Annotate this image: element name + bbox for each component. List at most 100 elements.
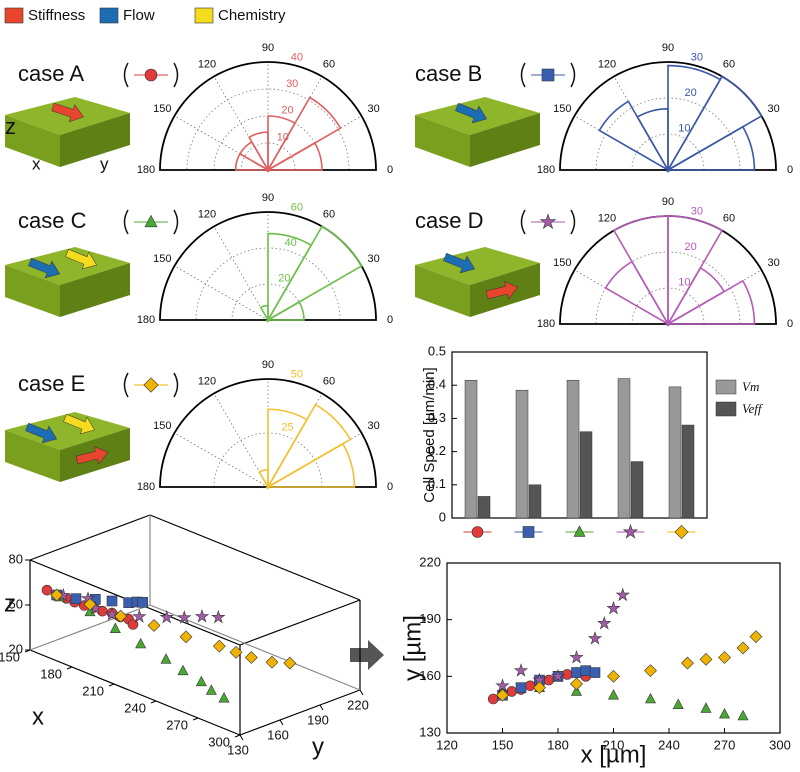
- legend-marker: [144, 68, 158, 82]
- paren: [123, 372, 129, 398]
- case-title: case A: [18, 61, 84, 86]
- x-tick-label: 270: [166, 717, 188, 732]
- r-tick-label: 30: [691, 206, 703, 218]
- marker: [229, 645, 243, 659]
- marker: [147, 619, 161, 632]
- bar: [617, 378, 631, 519]
- theta-tick-label: 150: [553, 103, 571, 115]
- bar: [464, 379, 478, 519]
- bar: [681, 424, 695, 519]
- theta-tick-label: 150: [153, 253, 171, 265]
- theta-tick-label: 0: [387, 314, 393, 326]
- case-title: case B: [415, 61, 482, 86]
- marker: [159, 609, 174, 624]
- r-tick-label: 10: [678, 122, 690, 134]
- wedge: [234, 152, 271, 171]
- legend-swatch: [4, 7, 24, 24]
- x-axis-label: x [µm]: [581, 741, 647, 768]
- x-tick-label: 210: [603, 737, 625, 752]
- y-tick-label: 0.3: [428, 410, 446, 425]
- marker: [550, 668, 566, 683]
- theta-tick-label: 90: [262, 42, 274, 54]
- x-tick: [234, 734, 241, 738]
- r-tick-label: 40: [291, 52, 303, 64]
- marker: [137, 597, 148, 608]
- marker: [211, 609, 226, 624]
- cube-d: [415, 247, 540, 317]
- theta-tick-label: 30: [368, 420, 380, 432]
- y-tick-label: 220: [347, 697, 369, 712]
- theta-tick-label: 90: [262, 192, 274, 204]
- y-tick-label: 160: [267, 727, 289, 742]
- wedge: [248, 131, 269, 173]
- marker: [597, 615, 612, 630]
- marker: [513, 663, 529, 677]
- marker: [160, 653, 172, 664]
- marker: [672, 698, 684, 709]
- theta-grid: [213, 226, 269, 321]
- legend-label: Chemistry: [218, 7, 286, 24]
- theta-tick-label: 150: [553, 257, 571, 269]
- marker: [580, 665, 592, 676]
- r-tick-label: 30: [286, 78, 298, 90]
- wedge: [665, 75, 763, 173]
- category-marker: [622, 523, 639, 539]
- marker: [606, 600, 621, 615]
- y-tick-label: 190: [419, 611, 441, 626]
- x-tick: [108, 683, 115, 687]
- cube-axis-label: z: [5, 114, 16, 139]
- wedge: [265, 225, 363, 323]
- marker: [533, 681, 546, 695]
- marker: [719, 707, 730, 719]
- box-edge: [239, 689, 361, 736]
- bar: [630, 461, 644, 519]
- cube-axis-label: y: [100, 154, 109, 173]
- r-tick-label: 20: [281, 105, 293, 117]
- x-tick-label: 300: [769, 737, 791, 752]
- category-marker: [522, 526, 535, 538]
- r-tick-label: 25: [281, 422, 293, 434]
- box-edge: [29, 604, 151, 651]
- marker: [132, 609, 147, 623]
- marker: [114, 609, 128, 623]
- marker: [283, 656, 297, 670]
- paren: [173, 209, 179, 235]
- marker: [570, 677, 583, 691]
- legend-label: Vm: [742, 379, 759, 394]
- marker: [496, 688, 509, 702]
- marker: [587, 631, 603, 645]
- marker: [106, 595, 118, 607]
- paren: [173, 372, 179, 398]
- theta-tick-label: 60: [723, 212, 735, 224]
- x-tick-label: 150: [0, 649, 20, 664]
- cube-b: [415, 97, 540, 167]
- marker: [244, 651, 258, 664]
- x-tick-label: 240: [658, 737, 680, 752]
- x-tick: [66, 666, 73, 670]
- marker: [569, 649, 584, 664]
- r-tick-label: 10: [678, 276, 690, 288]
- paren: [570, 62, 576, 88]
- theta-tick-label: 30: [768, 103, 780, 115]
- paren: [520, 209, 526, 235]
- theta-tick-label: 180: [537, 318, 555, 330]
- r-tick-label: 60: [291, 202, 303, 214]
- theta-tick-label: 180: [137, 164, 155, 176]
- legend-marker: [541, 68, 555, 82]
- theta-tick-label: 90: [662, 196, 674, 208]
- x-tick: [150, 700, 157, 704]
- marker: [681, 656, 694, 670]
- theta-tick-label: 60: [723, 58, 735, 70]
- marker: [179, 630, 193, 644]
- r-grid: [240, 142, 296, 171]
- bar: [566, 379, 580, 519]
- r-tick-label: 40: [285, 237, 297, 249]
- theta-tick-label: 150: [153, 420, 171, 432]
- bar: [528, 484, 542, 519]
- marker: [41, 584, 53, 596]
- theta-grid: [174, 265, 269, 321]
- wedge: [265, 96, 342, 173]
- category-marker: [674, 524, 689, 540]
- marker: [589, 667, 601, 678]
- marker: [104, 607, 120, 621]
